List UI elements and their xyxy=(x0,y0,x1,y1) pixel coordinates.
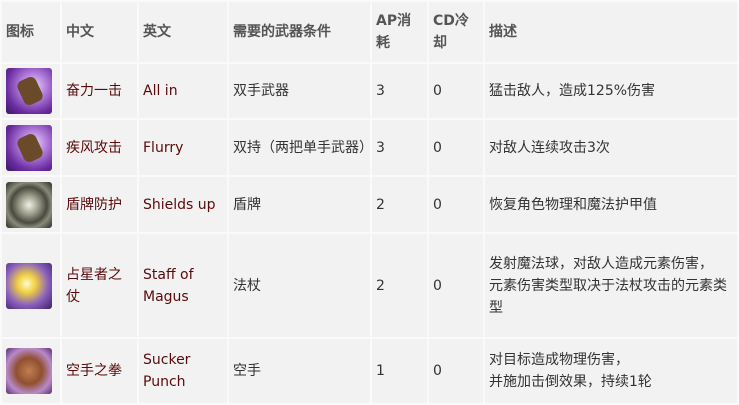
icon-cell xyxy=(0,175,62,234)
skill-name-en: Staff of Magus xyxy=(137,232,229,339)
cd-cooldown: 0 xyxy=(427,118,485,177)
weapon-requirement: 双持（两把单手武器） xyxy=(227,118,373,177)
skill-name-en: Sucker Punch xyxy=(137,337,229,405)
skill-name-zh: 占星者之仗 xyxy=(60,232,139,339)
table-row: 疾风攻击 Flurry 双持（两把单手武器） 3 0 对敌人连续攻击3次 xyxy=(0,118,739,177)
header-ap: AP消耗 xyxy=(370,0,429,64)
table-row: 空手之拳 Sucker Punch 空手 1 0 对目标造成物理伤害， 并施加击… xyxy=(0,337,739,405)
description: 对目标造成物理伤害， 并施加击倒效果，持续1轮 xyxy=(483,337,739,405)
description: 发射魔法球，对敌人造成元素伤害， 元素伤害类型取决于法杖攻击的元素类型 xyxy=(483,232,739,339)
table-row: 占星者之仗 Staff of Magus 法杖 2 0 发射魔法球，对敌人造成元… xyxy=(0,232,739,339)
header-chinese: 中文 xyxy=(60,0,139,64)
ap-cost: 3 xyxy=(370,62,429,120)
weapon-requirement: 双手武器 xyxy=(227,62,372,120)
fist-icon xyxy=(6,68,52,114)
skill-name-en: All in xyxy=(137,62,229,120)
weapon-requirement: 盾牌 xyxy=(227,175,372,234)
icon-cell xyxy=(0,62,62,120)
description: 对敌人连续攻击3次 xyxy=(483,118,739,177)
shield-icon xyxy=(6,181,52,228)
icon-cell xyxy=(0,118,62,177)
table-row: 盾牌防护 Shields up 盾牌 2 0 恢复角色物理和魔法护甲值 xyxy=(0,175,739,234)
weapon-requirement: 法杖 xyxy=(227,232,372,339)
skill-name-en: Shields up xyxy=(137,175,229,234)
skill-name-en: Flurry xyxy=(137,118,229,177)
header-english: 英文 xyxy=(137,0,229,64)
icon-cell xyxy=(0,337,62,405)
header-weapon: 需要的武器条件 xyxy=(227,0,372,64)
cd-cooldown: 0 xyxy=(427,62,485,120)
table-row: 奋力一击 All in 双手武器 3 0 猛击敌人，造成125%伤害 xyxy=(0,62,739,120)
header-cd: CD冷却 xyxy=(427,0,485,64)
ap-cost: 1 xyxy=(370,337,429,405)
skill-name-zh: 疾风攻击 xyxy=(60,118,139,177)
header-icon: 图标 xyxy=(0,0,62,64)
skill-name-zh: 空手之拳 xyxy=(60,337,139,405)
description: 恢复角色物理和魔法护甲值 xyxy=(483,175,739,234)
ap-cost: 2 xyxy=(370,232,429,339)
header-row: 图标 中文 英文 需要的武器条件 AP消耗 CD冷却 描述 xyxy=(0,0,739,64)
cd-cooldown: 0 xyxy=(427,175,485,234)
ap-cost: 2 xyxy=(370,175,429,234)
fist-icon xyxy=(6,124,52,171)
ap-cost: 3 xyxy=(370,118,429,177)
description: 猛击敌人，造成125%伤害 xyxy=(483,62,739,120)
icon-cell xyxy=(0,232,62,339)
skill-name-zh: 奋力一击 xyxy=(60,62,139,120)
staff-icon xyxy=(6,262,52,309)
cd-cooldown: 0 xyxy=(427,337,485,405)
cd-cooldown: 0 xyxy=(427,232,485,339)
weapon-requirement: 空手 xyxy=(227,337,372,405)
header-desc: 描述 xyxy=(483,0,739,64)
skill-name-zh: 盾牌防护 xyxy=(60,175,139,234)
punch-icon xyxy=(6,348,52,394)
